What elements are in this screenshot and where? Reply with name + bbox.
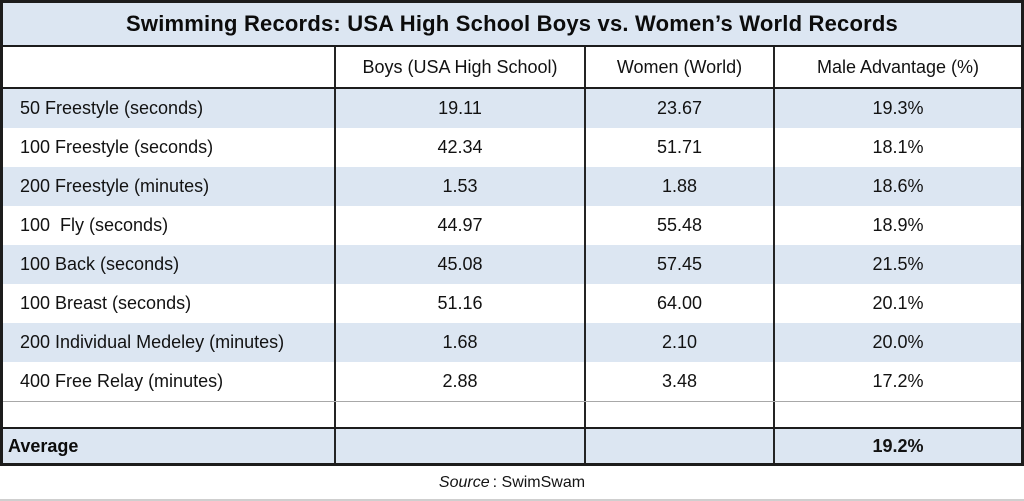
boys-cell: 1.68 bbox=[334, 323, 584, 362]
source-value: : SwimSwam bbox=[492, 473, 586, 491]
women-cell: 55.48 bbox=[584, 206, 773, 245]
women-cell: 3.48 bbox=[584, 362, 773, 401]
boys-cell: 44.97 bbox=[334, 206, 584, 245]
source-footer: Source : SwimSwam bbox=[0, 466, 1024, 501]
table-row: 100 Freestyle (seconds) 42.34 51.71 18.1… bbox=[3, 128, 1021, 167]
advantage-cell: 18.6% bbox=[773, 167, 1021, 206]
header-women-cell: Women (World) bbox=[584, 47, 773, 87]
table-row: 100 Back (seconds) 45.08 57.45 21.5% bbox=[3, 245, 1021, 284]
boys-cell: 45.08 bbox=[334, 245, 584, 284]
event-cell: 200 Freestyle (minutes) bbox=[20, 176, 210, 196]
advantage-cell bbox=[773, 402, 1021, 427]
event-cell: 400 Free Relay (minutes) bbox=[20, 371, 224, 391]
header-boys-cell: Boys (USA High School) bbox=[334, 47, 584, 87]
table-row: 50 Freestyle (seconds) 19.11 23.67 19.3% bbox=[3, 89, 1021, 128]
event-cell: 100 Back (seconds) bbox=[20, 254, 180, 274]
women-cell: 57.45 bbox=[584, 245, 773, 284]
advantage-cell: 18.1% bbox=[773, 128, 1021, 167]
boys-cell bbox=[334, 402, 584, 427]
event-cell: 100 Breast (seconds) bbox=[20, 293, 192, 313]
advantage-cell: 21.5% bbox=[773, 245, 1021, 284]
table-row: 100 Breast (seconds) 51.16 64.00 20.1% bbox=[3, 284, 1021, 323]
header-row: Boys (USA High School) Women (World) Mal… bbox=[3, 47, 1021, 89]
average-boys-cell bbox=[334, 429, 584, 463]
event-cell: 200 Individual Medeley (minutes) bbox=[20, 332, 285, 352]
advantage-cell: 17.2% bbox=[773, 362, 1021, 401]
spacer-row bbox=[3, 401, 1021, 427]
table-row: 400 Free Relay (minutes) 2.88 3.48 17.2% bbox=[3, 362, 1021, 401]
women-cell: 51.71 bbox=[584, 128, 773, 167]
women-cell bbox=[584, 402, 773, 427]
average-label: Average bbox=[8, 435, 79, 456]
boys-cell: 19.11 bbox=[334, 89, 584, 128]
header-event-cell bbox=[3, 47, 334, 87]
table-title-text: Swimming Records: USA High School Boys v… bbox=[126, 11, 898, 36]
table-outer-box: Swimming Records: USA High School Boys v… bbox=[0, 0, 1024, 466]
women-cell: 1.88 bbox=[584, 167, 773, 206]
header-advantage-cell: Male Advantage (%) bbox=[773, 47, 1021, 87]
advantage-cell: 18.9% bbox=[773, 206, 1021, 245]
source-label: Source bbox=[438, 473, 490, 491]
table-title: Swimming Records: USA High School Boys v… bbox=[3, 3, 1021, 47]
advantage-cell: 20.1% bbox=[773, 284, 1021, 323]
average-women-cell bbox=[584, 429, 773, 463]
boys-cell: 2.88 bbox=[334, 362, 584, 401]
table-row: 200 Freestyle (minutes) 1.53 1.88 18.6% bbox=[3, 167, 1021, 206]
event-cell: 100 Freestyle (seconds) bbox=[20, 137, 214, 157]
advantage-cell: 20.0% bbox=[773, 323, 1021, 362]
average-advantage-cell: 19.2% bbox=[773, 429, 1021, 463]
boys-cell: 51.16 bbox=[334, 284, 584, 323]
event-cell: 50 Freestyle (seconds) bbox=[20, 98, 204, 118]
event-cell bbox=[3, 402, 334, 427]
women-cell: 2.10 bbox=[584, 323, 773, 362]
women-cell: 23.67 bbox=[584, 89, 773, 128]
boys-cell: 1.53 bbox=[334, 167, 584, 206]
table-row: 100 Fly (seconds) 44.97 55.48 18.9% bbox=[3, 206, 1021, 245]
event-cell: 100 Fly (seconds) bbox=[20, 215, 169, 235]
women-cell: 64.00 bbox=[584, 284, 773, 323]
boys-cell: 42.34 bbox=[334, 128, 584, 167]
average-row: Average 19.2% bbox=[3, 427, 1021, 466]
table-row: 200 Individual Medeley (minutes) 1.68 2.… bbox=[3, 323, 1021, 362]
advantage-cell: 19.3% bbox=[773, 89, 1021, 128]
